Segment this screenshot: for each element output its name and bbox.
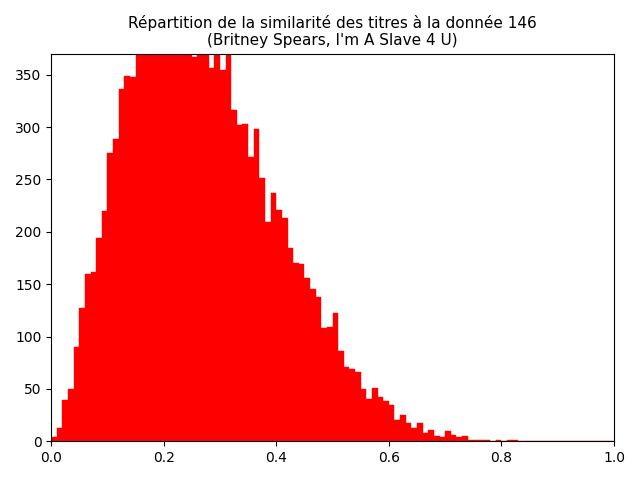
Bar [406, 423, 412, 441]
Bar [299, 264, 305, 441]
Bar [321, 328, 327, 441]
Bar [310, 289, 316, 441]
Bar [118, 89, 124, 441]
Bar [507, 440, 513, 441]
Bar [473, 440, 479, 441]
Bar [51, 437, 57, 441]
Bar [513, 440, 518, 441]
Bar [102, 211, 108, 441]
Bar [271, 193, 276, 441]
Bar [389, 405, 394, 441]
Bar [164, 13, 170, 441]
Bar [175, 3, 180, 441]
Bar [62, 400, 68, 441]
Bar [456, 437, 462, 441]
Bar [344, 367, 349, 441]
Bar [209, 68, 214, 441]
Bar [428, 430, 434, 441]
Bar [287, 248, 293, 441]
Bar [394, 420, 400, 441]
Bar [305, 278, 310, 441]
Bar [243, 124, 248, 441]
Bar [74, 347, 79, 441]
Bar [293, 263, 299, 441]
Bar [214, 42, 220, 441]
Bar [349, 369, 355, 441]
Bar [316, 297, 321, 441]
Bar [383, 401, 389, 441]
Bar [400, 415, 406, 441]
Bar [282, 218, 287, 441]
Bar [57, 428, 62, 441]
Bar [355, 372, 361, 441]
Bar [327, 327, 333, 441]
Bar [68, 389, 74, 441]
Bar [225, 36, 231, 441]
Bar [338, 351, 344, 441]
Bar [96, 238, 102, 441]
Bar [113, 139, 118, 441]
Bar [141, 34, 147, 441]
Bar [259, 179, 265, 441]
Bar [130, 77, 136, 441]
Bar [124, 76, 130, 441]
Bar [152, 3, 158, 441]
Bar [422, 433, 428, 441]
Bar [333, 313, 338, 441]
Bar [79, 308, 85, 441]
Bar [412, 428, 417, 441]
Bar [192, 57, 198, 441]
Bar [248, 157, 253, 441]
Bar [378, 397, 383, 441]
Title: Répartition de la similarité des titres à la donnée 146
(Britney Spears, I'm A S: Répartition de la similarité des titres … [128, 15, 537, 48]
Bar [198, 0, 203, 441]
Bar [108, 153, 113, 441]
Bar [158, 10, 164, 441]
Bar [90, 272, 96, 441]
Bar [361, 389, 366, 441]
Bar [366, 399, 372, 441]
Bar [479, 440, 484, 441]
Bar [445, 431, 451, 441]
Bar [496, 440, 501, 441]
Bar [372, 388, 378, 441]
Bar [462, 436, 468, 441]
Bar [484, 440, 490, 441]
Bar [451, 435, 456, 441]
Bar [237, 125, 243, 441]
Bar [417, 423, 422, 441]
Bar [231, 110, 237, 441]
Bar [186, 24, 192, 441]
Bar [253, 129, 259, 441]
Bar [265, 222, 271, 441]
Bar [147, 8, 152, 441]
Bar [203, 32, 209, 441]
Bar [220, 71, 225, 441]
Bar [468, 440, 473, 441]
Bar [136, 50, 141, 441]
Bar [180, 0, 186, 441]
Bar [170, 16, 175, 441]
Bar [440, 437, 445, 441]
Bar [85, 274, 90, 441]
Bar [434, 436, 440, 441]
Bar [276, 210, 282, 441]
